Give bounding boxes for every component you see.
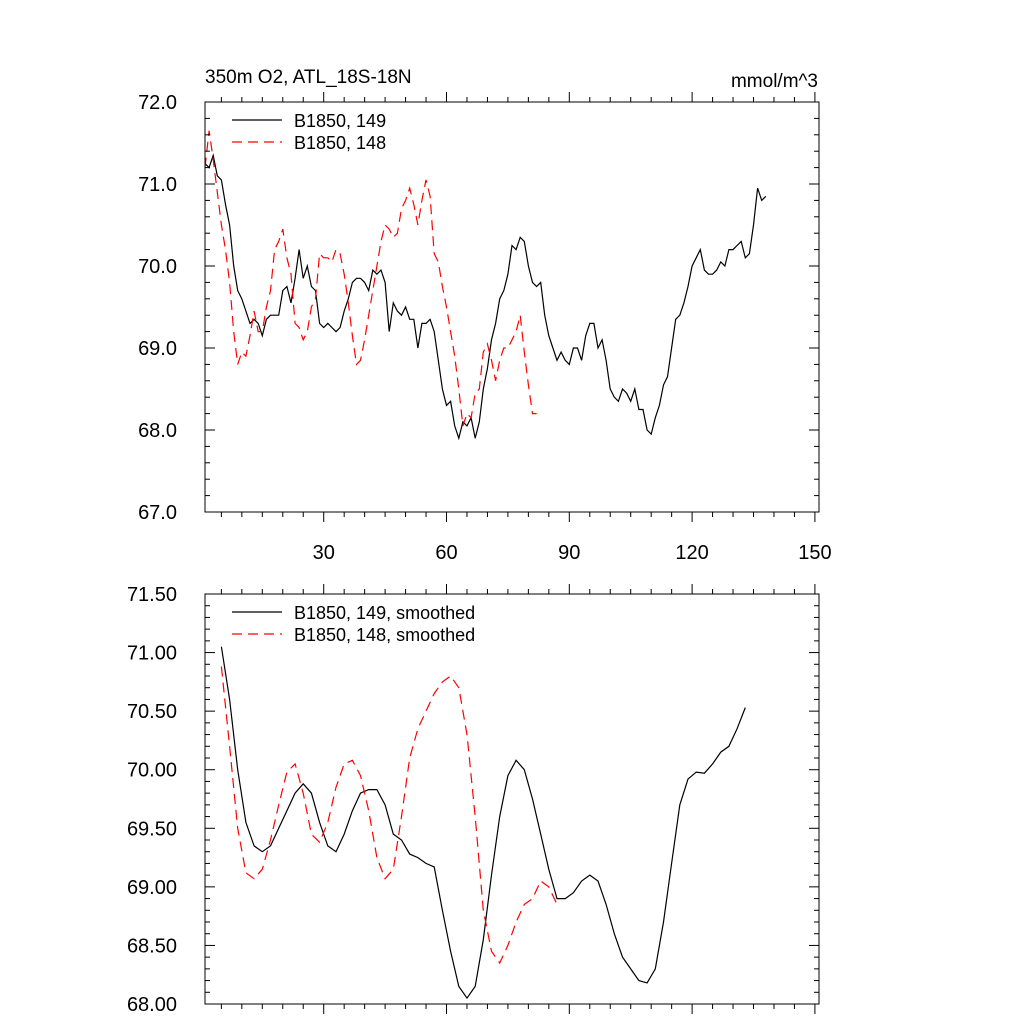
series-line-148	[204, 130, 537, 427]
y-tick-label: 67.0	[138, 502, 177, 524]
bottom-series-group	[220, 646, 746, 1000]
bottom-axis-ticks: 68.00 68.50 69.00 69.50 70.00 70.50 71.00 71.50	[127, 584, 819, 1016]
legend-label-series-149: B1850, 149	[294, 111, 386, 131]
series-line-149	[204, 152, 767, 441]
top-panel: 350m O2, ATL_18S-18N mmol/m^3 67.0 68.0 69…	[138, 67, 832, 564]
x-tick-label: 30	[313, 542, 335, 564]
y-tick-label: 71.50	[127, 584, 177, 606]
series-line-149-smoothed	[220, 646, 746, 1000]
y-tick-label: 70.00	[127, 760, 177, 782]
top-plot-frame	[204, 101, 820, 513]
units-label: mmol/m^3	[731, 71, 818, 92]
y-tick-label: 69.0	[138, 338, 177, 360]
y-tick-label: 68.50	[127, 935, 177, 957]
y-tick-label: 70.0	[138, 256, 177, 278]
x-tick-label: 90	[558, 542, 580, 564]
bottom-panel: 68.00 68.50 69.00 69.50 70.00 70.50 71.00 71.50…	[127, 584, 820, 1016]
y-tick-label: 68.0	[138, 420, 177, 442]
y-tick-label: 69.50	[127, 818, 177, 840]
x-tick-label: 120	[675, 542, 708, 564]
y-tick-label: 70.50	[127, 701, 177, 723]
legend-label-series-148-smoothed: B1850, 148, smoothed	[294, 625, 475, 645]
top-legend: B1850, 149 B1850, 148	[232, 111, 386, 153]
y-tick-label: 71.00	[127, 643, 177, 665]
y-tick-label: 68.00	[127, 994, 177, 1016]
x-tick-label: 60	[435, 542, 457, 564]
top-axis-ticks: 67.0 68.0 69.0 70.0 71.0 72.0 30 60 90 120 150	[138, 92, 832, 564]
series-line-148-smoothed	[220, 666, 558, 965]
top-series-group	[204, 130, 767, 441]
legend-label-series-149-smoothed: B1850, 149, smoothed	[294, 603, 475, 623]
bottom-legend: B1850, 149, smoothed B1850, 148, smoothe…	[232, 603, 475, 645]
bottom-plot-frame	[204, 593, 820, 1005]
legend-label-series-148: B1850, 148	[294, 133, 386, 153]
panel-title: 350m O2, ATL_18S-18N	[205, 67, 412, 88]
y-tick-label: 69.00	[127, 877, 177, 899]
y-tick-label: 72.0	[138, 92, 177, 114]
x-tick-label: 150	[798, 542, 831, 564]
y-tick-label: 71.0	[138, 174, 177, 196]
